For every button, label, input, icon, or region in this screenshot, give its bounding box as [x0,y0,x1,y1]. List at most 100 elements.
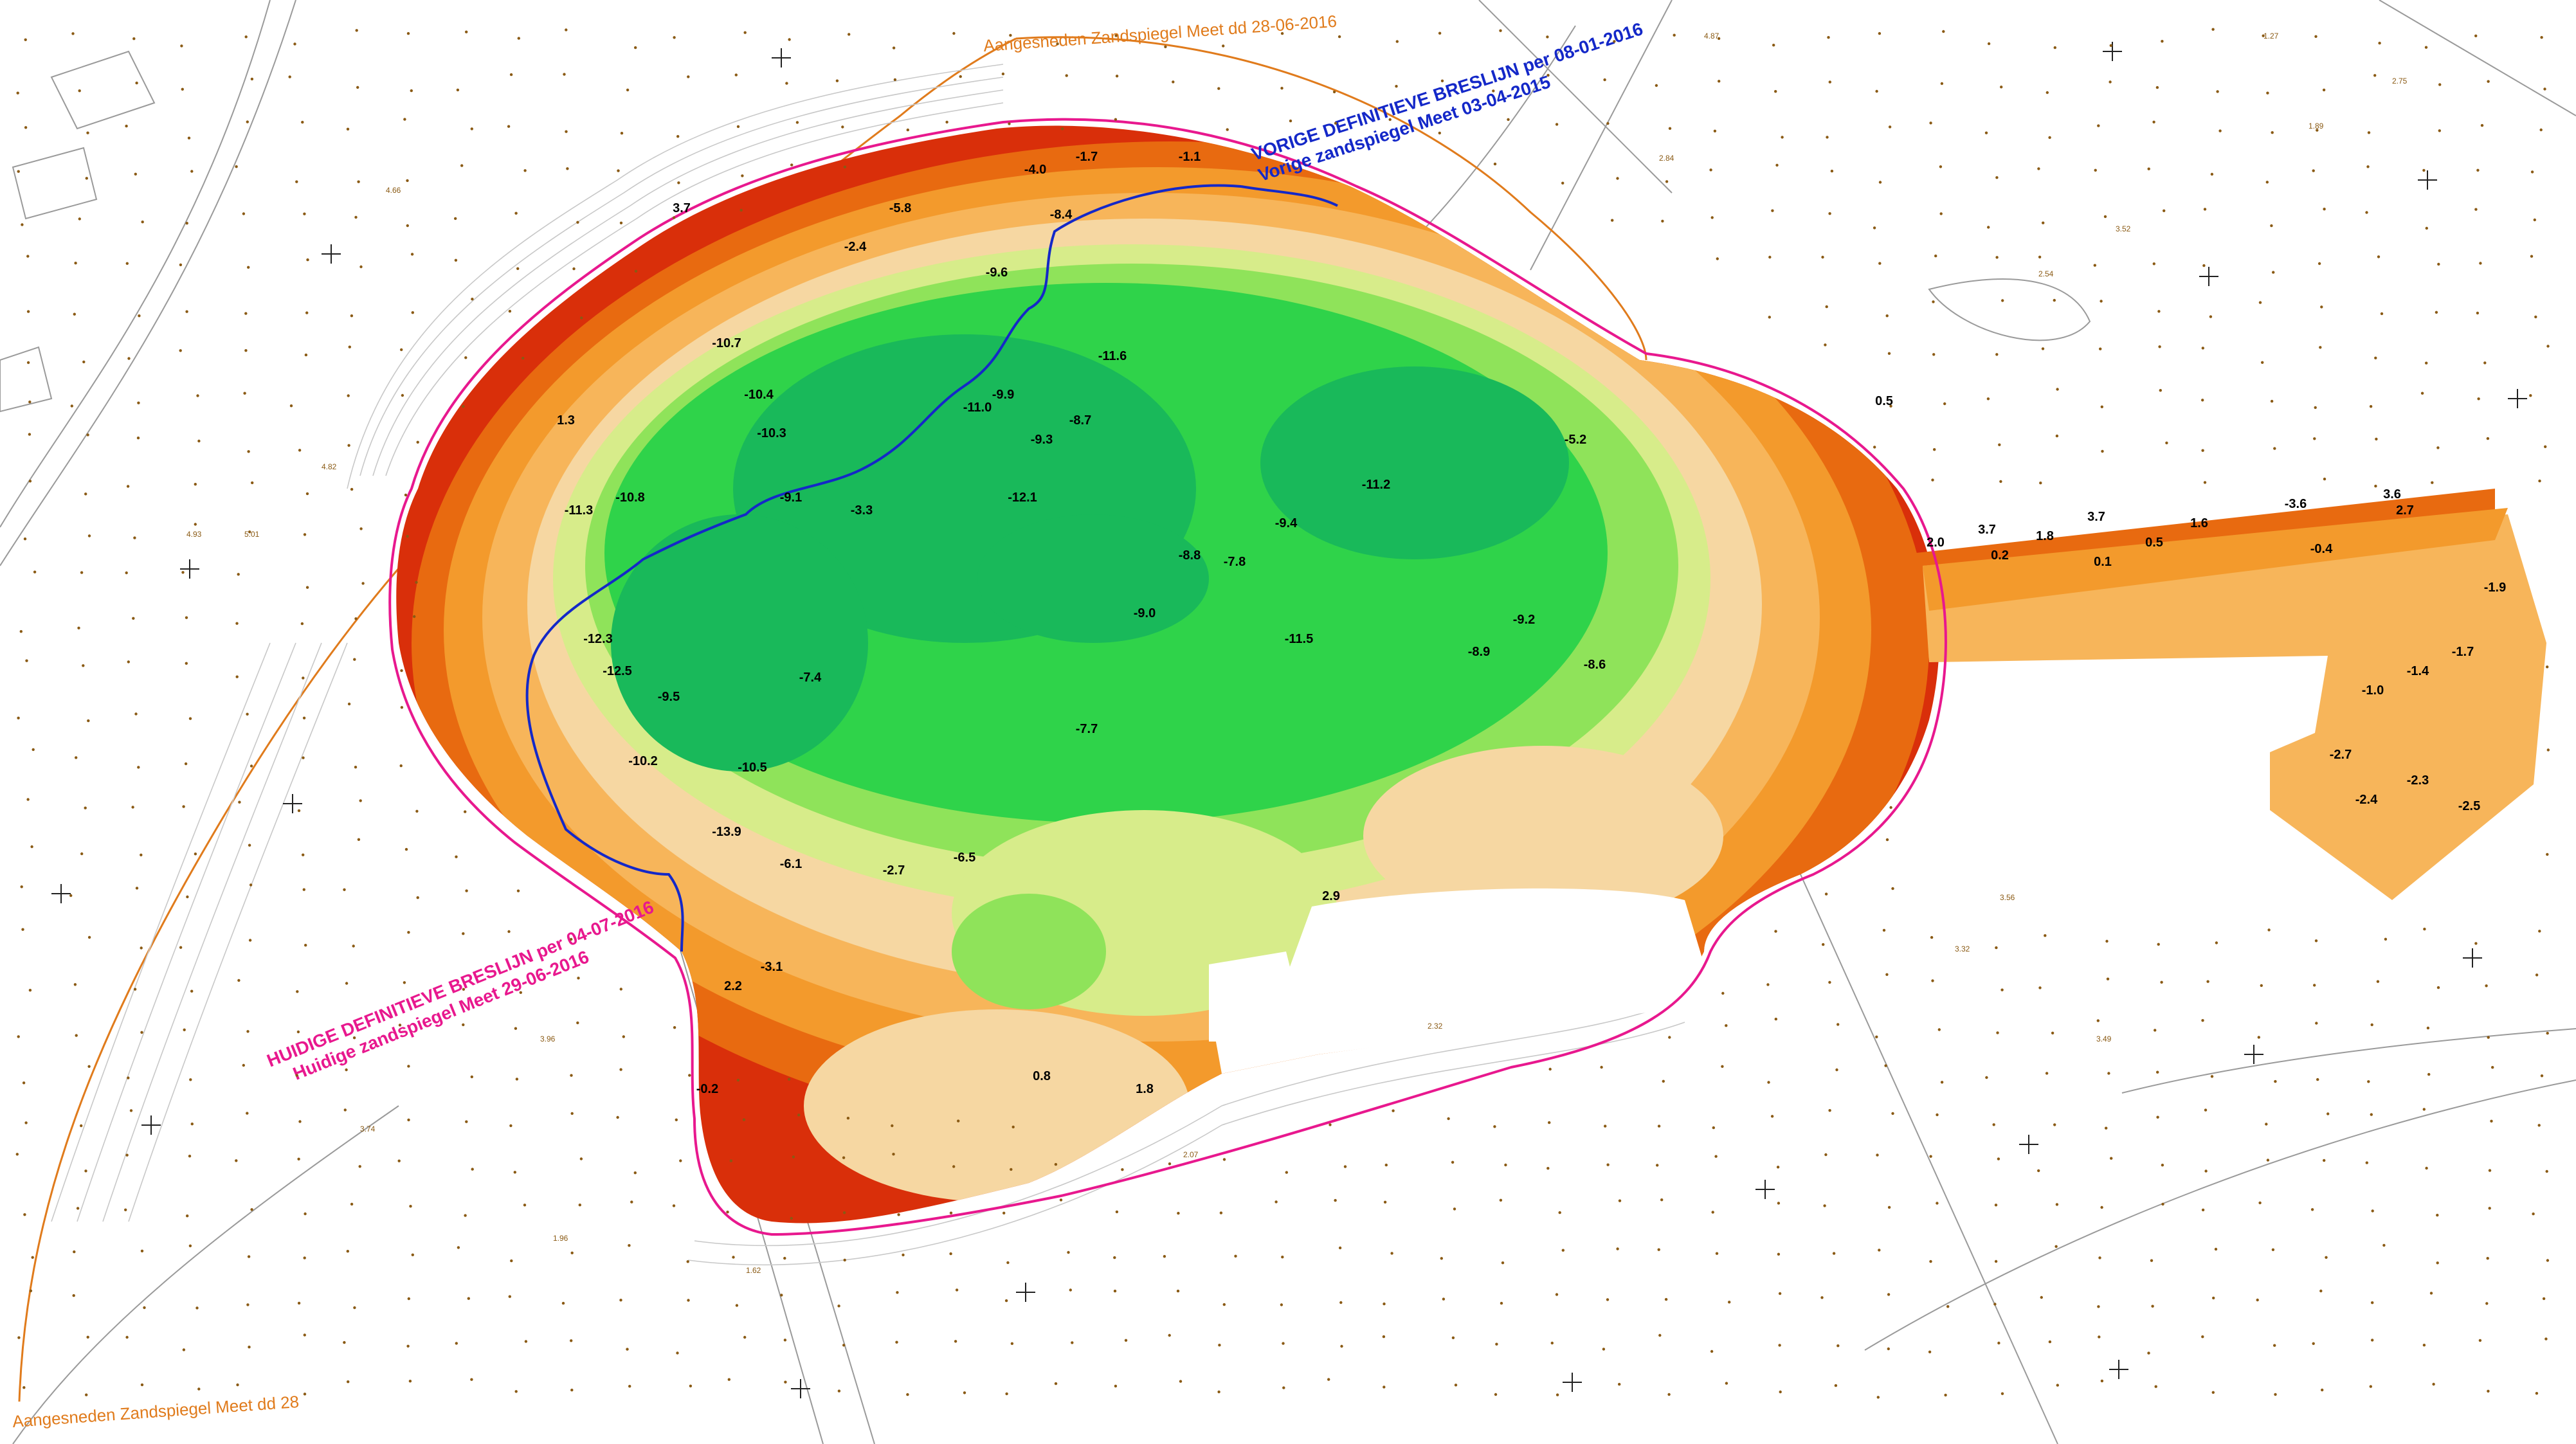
depth-label: -0.2 [696,1082,718,1096]
spot-height-dot [85,177,88,180]
spot-height: 4.66 [386,186,401,195]
spot-height-dot [1010,1168,1013,1171]
spot-height-dot [1939,212,1943,215]
spot-height-dot [30,845,33,849]
spot-heights: 4.93 5.01 4.82 3.96 3.74 2.07 1.62 1.96 … [186,32,2408,1275]
spot-height-dot [841,125,844,129]
spot-height-dot [127,660,130,663]
spot-height-dot [741,174,744,177]
spot-height-dot [2001,299,2004,302]
spot-height-dot [1343,1165,1347,1168]
spot-height-dot [1121,1168,1124,1171]
spot-height-dot [1495,1342,1498,1346]
spot-height-dot [2422,168,2426,172]
spot-height-dot [24,38,27,41]
spot-height-dot [125,124,128,128]
spot-height-dot [514,1390,518,1393]
spot-height-dot [2320,305,2323,309]
spot-height-dot [2038,986,2042,989]
spot-height-dot [1440,1257,1443,1260]
spot-height-dot [1891,1112,1894,1115]
spot-height-dot [1725,1024,1728,1027]
spot-height-dot [295,180,298,183]
spot-height-dot [2487,1389,2490,1393]
spot-height-dot [1602,1348,1606,1351]
spot-height-dot [2376,980,2380,983]
spot-height-dot [297,1301,301,1305]
spot-height-dot [235,622,239,625]
spot-height-dot [1882,928,1886,932]
spot-height-dot [404,847,408,851]
spot-height-dot [296,1030,300,1034]
depth-label: -9.3 [1031,433,1053,447]
spot-height-dot [1657,1124,1661,1128]
spot-height-dot [1930,935,1934,939]
spot-height-dot [1124,1339,1128,1342]
spot-height-dot [242,1063,245,1067]
spot-height-dot [1996,1031,1999,1034]
spot-height-dot [1994,1259,1998,1263]
spot-height-dot [1172,80,1175,84]
spot-height-dot [2377,255,2381,258]
spot-height-dot [2053,1123,2056,1126]
spot-height-dot [2373,74,2377,77]
spot-height-dot [297,1157,300,1161]
spot-height-dot [2546,1259,2550,1262]
spot-height-dot [1772,44,1775,47]
spot-height-dot [1054,1382,1058,1385]
spot-height-dot [1222,1303,1226,1306]
spot-height-dot [2423,927,2426,931]
spot-height-dot [1774,930,1777,933]
spot-height-dot [2322,88,2326,92]
spot-height-dot [21,928,24,931]
spot-height-dot [361,582,365,585]
spot-height-dot [743,1335,747,1339]
spot-height-dot [2150,1259,2154,1262]
depth-label: -6.1 [780,857,802,871]
spot-height-dot [2476,168,2480,172]
spot-height-dot [140,946,143,950]
spot-height-dot [86,433,89,437]
extension-label: -1.9 [2484,581,2506,595]
spot-height-dot [347,1380,350,1384]
spot-height-dot [411,311,414,314]
spot-height-dot [1339,1301,1343,1304]
spot-height-dot [1115,75,1119,78]
spot-height-dot [2201,449,2204,452]
spot-height-dot [1069,1288,1073,1292]
spot-height-dot [1067,1250,1070,1254]
spot-height-dot [565,28,568,32]
spot-height-dot [16,91,19,95]
spot-height-dot [75,756,78,759]
spot-height-dot [792,1155,795,1159]
spot-height-dot [2367,131,2371,134]
spot-height-dot [2037,1169,2040,1173]
spot-height-dot [194,483,197,486]
spot-height-dot [1383,1200,1387,1204]
spot-height-dot [19,630,23,633]
survey-markers [51,42,2527,1398]
spot-height-dot [346,127,350,131]
spot-height-dot [2155,86,2159,89]
spot-height-dot [2544,1337,2548,1340]
spot-height-dot [563,73,566,76]
spot-height-dot [2258,301,2262,304]
spot-height-dot [1447,1117,1450,1121]
spot-height-dot [133,536,136,539]
depth-label: -10.2 [628,754,658,768]
spot-height-dot [892,1153,895,1156]
spot-height-dot [673,1026,676,1029]
spot-height-dot [2537,1124,2541,1127]
spot-height-dot [26,310,30,313]
spot-height-dot [1334,1198,1337,1202]
spot-height-dot [580,316,583,320]
spot-height-dot [2538,930,2541,933]
spot-height-dot [1929,122,1932,125]
spot-height-dot [1550,1341,1554,1345]
spot-height-dot [570,1339,573,1342]
spot-height-dot [1222,1158,1226,1161]
spot-height-dot [2041,347,2045,350]
spot-height-dot [2098,1335,2101,1339]
spot-height-dot [87,719,90,723]
spot-height-dot [17,1336,21,1339]
